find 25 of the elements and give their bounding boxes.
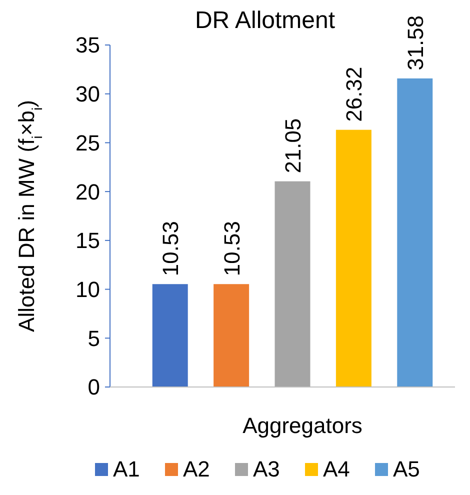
data-label: 21.05 (280, 118, 306, 174)
y-tick-label: 25 (76, 130, 100, 156)
bar (397, 78, 433, 387)
y-tick-label: 5 (88, 326, 100, 351)
y-tick-label: 35 (76, 32, 100, 58)
y-tick-label: 0 (88, 374, 100, 400)
bar (214, 284, 250, 387)
legend-label: A3 (253, 456, 280, 482)
data-label: 31.58 (402, 15, 428, 70)
legend-label: A2 (183, 456, 210, 482)
y-tick-label: 30 (76, 82, 100, 107)
chart-title: DR Allotment (194, 7, 336, 34)
legend-label: A4 (323, 456, 350, 482)
legend-label: A5 (393, 456, 420, 482)
legend-label: A1 (113, 456, 140, 482)
x-axis-title: Aggregators (242, 413, 362, 438)
y-tick-label: 15 (76, 228, 100, 254)
bar (274, 181, 310, 387)
y-tick-label: 20 (76, 179, 100, 204)
data-label: 10.53 (219, 221, 244, 276)
bar (152, 284, 188, 387)
data-label: 26.32 (342, 66, 367, 122)
bar (336, 130, 372, 387)
y-tick-label: 10 (76, 276, 100, 302)
data-label: 10.53 (158, 221, 184, 276)
